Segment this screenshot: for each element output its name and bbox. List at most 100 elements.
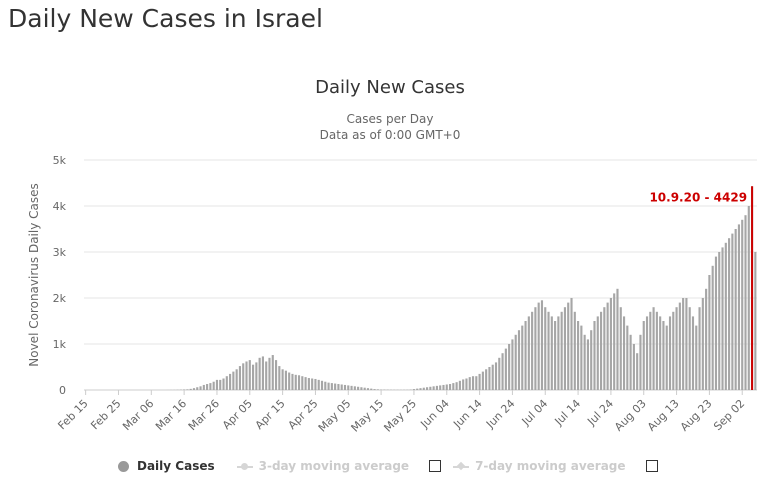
- bar: [304, 377, 307, 390]
- bar: [189, 388, 192, 390]
- bar: [324, 381, 327, 390]
- bar: [471, 376, 475, 390]
- bar: [229, 373, 232, 390]
- bar: [537, 302, 540, 390]
- x-tick-label: Jun 24: [483, 397, 517, 431]
- bar: [642, 321, 645, 390]
- bar: [448, 384, 452, 390]
- chart-subtitle-line: Cases per Day: [347, 112, 434, 126]
- bar: [639, 334, 642, 390]
- bar: [609, 298, 612, 390]
- bar: [258, 357, 261, 390]
- legend-checkbox-7day[interactable]: [645, 460, 658, 472]
- legend-item-3day-average[interactable]: 3-day moving average: [236, 459, 410, 473]
- bar: [708, 275, 711, 390]
- legend-label-7day-average: 7-day moving average: [475, 459, 626, 473]
- chart-title: Daily New Cases: [315, 77, 465, 98]
- bar: [465, 378, 468, 390]
- bar: [343, 384, 347, 390]
- legend-line-diamond-icon: [453, 461, 470, 472]
- bar: [337, 384, 340, 390]
- bar: [248, 360, 251, 390]
- bar: [737, 224, 741, 390]
- x-tick-label: Jun 04: [417, 397, 451, 431]
- bar: [271, 355, 274, 390]
- bar: [485, 369, 488, 390]
- bar: [636, 353, 639, 390]
- bar: [622, 316, 626, 390]
- y-tick-label: 2k: [53, 292, 67, 305]
- bar: [192, 388, 196, 390]
- bar: [527, 316, 530, 390]
- bar: [370, 388, 373, 390]
- bar: [206, 384, 209, 390]
- y-tick-label: 0: [59, 384, 66, 397]
- bar: [678, 302, 681, 390]
- bar: [557, 316, 560, 390]
- bar: [580, 325, 583, 390]
- bar: [212, 381, 215, 390]
- y-tick-label: 1k: [53, 338, 67, 351]
- bar: [235, 369, 238, 390]
- x-tick-label: Mar 06: [120, 397, 156, 433]
- bar: [550, 316, 553, 390]
- bar: [547, 311, 550, 390]
- legend-label-3day-average: 3-day moving average: [258, 459, 410, 473]
- bar: [215, 379, 219, 390]
- legend-item-daily-cases[interactable]: Daily Cases: [118, 459, 215, 473]
- highlight-annotation: 10.9.20 - 4429: [649, 190, 747, 204]
- bar: [560, 311, 563, 390]
- x-tick-label: Jul 04: [519, 397, 551, 429]
- bar: [652, 307, 655, 390]
- x-tick-label: Feb 15: [55, 397, 90, 432]
- bar: [511, 339, 514, 390]
- bar: [672, 311, 675, 390]
- bar: [268, 357, 271, 390]
- bar: [728, 238, 731, 390]
- bar: [586, 339, 589, 390]
- bar: [455, 382, 458, 390]
- bar: [701, 298, 704, 390]
- x-tick-label: Jul 14: [552, 397, 584, 429]
- bar: [416, 388, 419, 390]
- bar: [645, 316, 649, 390]
- bar: [412, 389, 416, 390]
- x-tick-label: May 05: [316, 397, 354, 435]
- bar: [488, 367, 491, 390]
- bar: [274, 360, 278, 390]
- bar: [675, 307, 678, 390]
- bar: [294, 374, 297, 390]
- legend-item-7day-average[interactable]: 7-day moving average: [453, 459, 626, 473]
- bar: [317, 379, 320, 390]
- bar: [695, 325, 698, 390]
- bar: [363, 387, 366, 390]
- bar: [619, 307, 622, 390]
- bar: [265, 361, 268, 390]
- bar: [590, 330, 593, 390]
- bar: [504, 348, 507, 390]
- bar: [219, 379, 222, 390]
- bar: [307, 378, 310, 390]
- bar: [297, 375, 301, 390]
- bar: [570, 298, 573, 390]
- bar: [360, 387, 363, 390]
- bar: [347, 385, 350, 390]
- bar: [554, 321, 557, 390]
- bar: [714, 256, 718, 390]
- bar: [432, 386, 435, 390]
- x-tick-label: Apr 05: [220, 397, 255, 432]
- bar: [301, 376, 304, 390]
- bar: [439, 385, 442, 390]
- bar: [711, 265, 714, 390]
- bar: [731, 233, 734, 390]
- bar: [540, 300, 544, 390]
- legend-circle-icon: [118, 460, 129, 472]
- bar: [425, 387, 429, 390]
- bar: [744, 215, 747, 390]
- legend-checkbox-3day[interactable]: [429, 460, 442, 472]
- bar: [534, 307, 537, 390]
- bar: [698, 307, 701, 390]
- bar: [468, 377, 471, 390]
- x-tick-label: Mar 26: [186, 397, 222, 433]
